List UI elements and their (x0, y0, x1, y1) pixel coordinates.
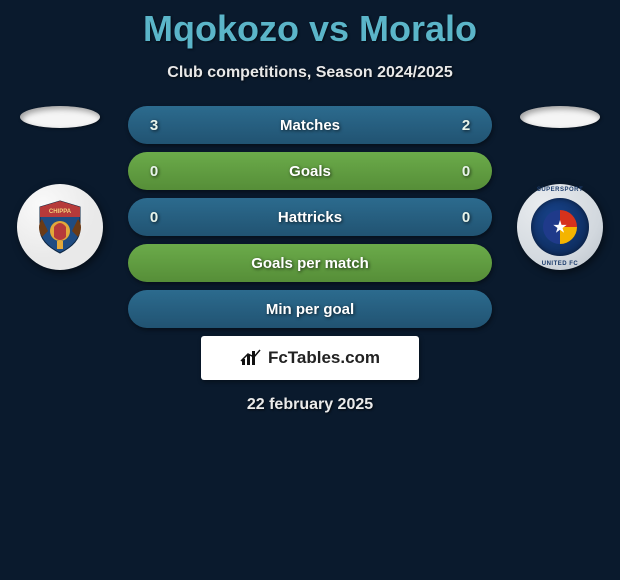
page-title: Mqokozo vs Moralo (0, 0, 620, 50)
goals-label: Goals (289, 163, 331, 180)
mpg-label: Min per goal (266, 301, 354, 318)
hattricks-right-value: 0 (458, 209, 474, 226)
right-side: SUPERSPORT UNITED FC (500, 106, 620, 270)
main-layout: CHIPPA 3 Matches 2 0 Goals 0 0 Hattricks… (0, 106, 620, 414)
right-team-badge: SUPERSPORT UNITED FC (517, 184, 603, 270)
goals-left-value: 0 (146, 163, 162, 180)
matches-left-value: 3 (146, 117, 162, 134)
hattricks-label: Hattricks (278, 209, 342, 226)
subtitle: Club competitions, Season 2024/2025 (0, 64, 620, 82)
supersport-swoosh-icon (543, 210, 577, 244)
chippa-shield-icon: CHIPPA (30, 197, 90, 257)
bar-chart-icon (240, 349, 262, 367)
star-icon (553, 220, 567, 234)
goals-right-value: 0 (458, 163, 474, 180)
gpm-label: Goals per match (251, 255, 369, 272)
watermark-text: FcTables.com (268, 348, 380, 368)
svg-text:CHIPPA: CHIPPA (49, 209, 72, 215)
row-matches: 3 Matches 2 (128, 106, 492, 144)
row-goals: 0 Goals 0 (128, 152, 492, 190)
left-player-oval (20, 106, 100, 128)
row-min-per-goal: Min per goal (128, 290, 492, 328)
left-side: CHIPPA (0, 106, 120, 270)
row-hattricks: 0 Hattricks 0 (128, 198, 492, 236)
left-team-badge: CHIPPA (17, 184, 103, 270)
row-goals-per-match: Goals per match (128, 244, 492, 282)
stats-column: 3 Matches 2 0 Goals 0 0 Hattricks 0 Goal… (120, 106, 500, 414)
matches-label: Matches (280, 117, 340, 134)
date-text: 22 february 2025 (128, 396, 492, 414)
watermark: FcTables.com (201, 336, 419, 380)
matches-right-value: 2 (458, 117, 474, 134)
hattricks-left-value: 0 (146, 209, 162, 226)
right-player-oval (520, 106, 600, 128)
